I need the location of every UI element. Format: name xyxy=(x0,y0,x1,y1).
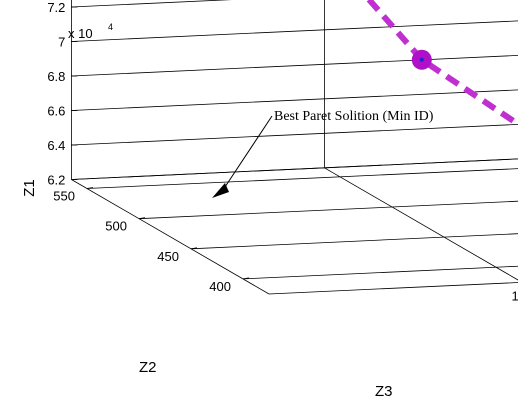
y-tick-label: 500 xyxy=(105,219,127,234)
y-tick-mark xyxy=(190,247,198,250)
gridline-y xyxy=(86,168,518,189)
grid-lines xyxy=(71,0,518,295)
gridline-z xyxy=(71,158,518,180)
gridline-y xyxy=(242,265,518,280)
gridline-y xyxy=(138,200,518,220)
axis-edge xyxy=(268,282,518,295)
annotation-text: Best Paret Solition (Min ID) xyxy=(274,109,434,124)
y-tick-label: 400 xyxy=(209,279,231,294)
z-tick-label: 7.2 xyxy=(47,0,65,15)
y-tick-label: 550 xyxy=(53,189,75,204)
tick-labels: 6.26.46.66.877.27.4400450500550140016001… xyxy=(47,0,518,303)
z-multiplier-label: x 10 xyxy=(68,26,93,41)
z-tick-label: 7 xyxy=(58,35,65,50)
gridline-z xyxy=(71,0,232,8)
z-tick-label: 6.2 xyxy=(47,173,65,188)
pareto-front-line xyxy=(365,0,518,128)
z-tick-label: 6.6 xyxy=(47,104,65,119)
y-axis-label: Z2 xyxy=(139,359,157,376)
z-tick-label: 6.8 xyxy=(47,69,65,84)
z-axis-label: Z1 xyxy=(21,179,38,197)
z-tick-label: 6.4 xyxy=(47,138,65,153)
annotation-arrow-line xyxy=(222,115,273,191)
gridline-z xyxy=(71,20,518,42)
y-tick-mark xyxy=(138,217,146,220)
gridline-z xyxy=(71,123,518,146)
axis-edge xyxy=(71,158,518,180)
z-multiplier-exponent: 4 xyxy=(108,22,113,32)
y-tick-label: 450 xyxy=(157,249,179,264)
gridline-z xyxy=(71,54,518,77)
gridline-z xyxy=(71,89,518,111)
gridline-y xyxy=(190,233,518,250)
y-tick-mark xyxy=(242,277,250,280)
y-tick-mark xyxy=(86,187,94,189)
x-tick-label: 1400 xyxy=(512,288,518,303)
axis-edge xyxy=(71,179,270,295)
pareto-point-center xyxy=(419,57,424,62)
x-axis-label: Z3 xyxy=(375,383,393,400)
annotation-arrow-head xyxy=(212,183,229,198)
series xyxy=(365,0,518,128)
gridline-x xyxy=(324,167,518,281)
